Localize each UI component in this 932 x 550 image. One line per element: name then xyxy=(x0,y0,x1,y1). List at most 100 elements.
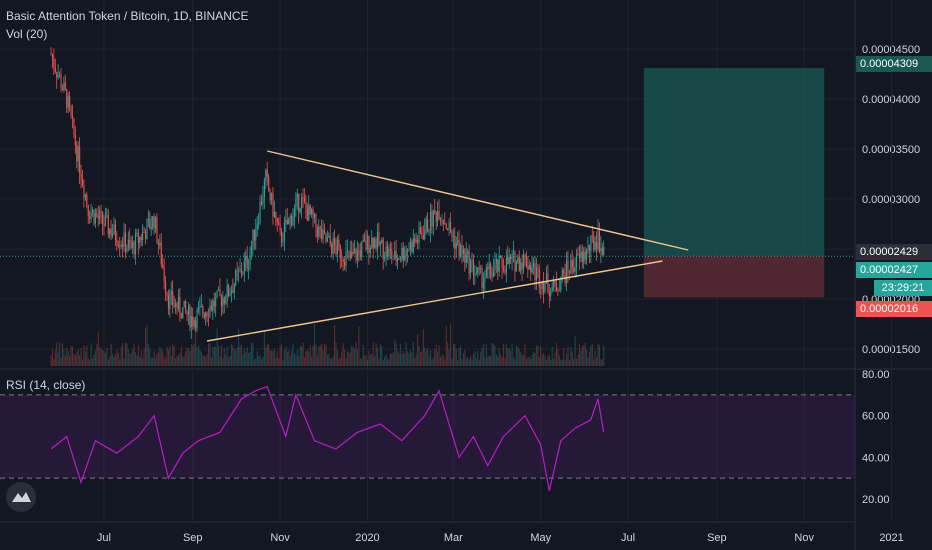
volume-bar xyxy=(407,351,409,366)
candle-body xyxy=(103,223,105,227)
volume-bar xyxy=(124,342,127,366)
volume-bar xyxy=(173,345,175,366)
volume-bar xyxy=(591,344,593,366)
volume-bar xyxy=(50,355,52,366)
volume-bar xyxy=(186,347,188,366)
candle-body xyxy=(533,263,535,269)
candle-body xyxy=(258,222,260,224)
candle-body xyxy=(583,251,585,263)
candle-body xyxy=(246,255,248,269)
volume-bar xyxy=(578,344,580,366)
candle-body xyxy=(59,74,61,76)
candle-body xyxy=(66,89,68,109)
volume-bar xyxy=(326,355,328,366)
volume-bar xyxy=(597,344,599,366)
candle-body xyxy=(571,260,573,268)
volume-bar xyxy=(498,348,500,366)
volume-bar xyxy=(232,345,234,366)
candle-body xyxy=(229,294,231,297)
volume-bar xyxy=(229,355,231,366)
candle-body xyxy=(432,210,434,227)
candle-body xyxy=(70,106,72,116)
volume-bar xyxy=(358,326,360,366)
candle-body xyxy=(431,211,433,227)
volume-bar xyxy=(293,353,296,366)
candle-body xyxy=(338,239,340,245)
candle-body xyxy=(308,205,310,221)
volume-bar xyxy=(523,354,525,366)
candle-body xyxy=(494,264,496,270)
volume-bar xyxy=(409,349,412,366)
candle-body xyxy=(206,312,208,316)
volume-bar xyxy=(478,359,480,366)
volume-bar xyxy=(339,357,341,366)
candle-body xyxy=(215,297,217,307)
volume-bar xyxy=(301,346,303,366)
volume-bar xyxy=(477,350,479,366)
candle-body xyxy=(213,300,215,307)
candle-body xyxy=(199,306,201,308)
candle-body xyxy=(521,262,523,269)
volume-bar xyxy=(553,358,555,366)
volume-bar xyxy=(292,344,294,366)
candle-body xyxy=(232,290,234,293)
candle-body xyxy=(109,228,111,235)
candle-body xyxy=(133,241,135,255)
candle-body xyxy=(478,267,480,269)
candle-body xyxy=(132,241,134,248)
volume-bar xyxy=(587,357,589,366)
volume-bar xyxy=(544,356,546,366)
volume-bar xyxy=(342,343,344,366)
volume-bar xyxy=(74,355,76,366)
tradingview-logo[interactable] xyxy=(6,482,36,512)
volume-bar xyxy=(203,355,205,366)
candle-body xyxy=(240,269,243,275)
candle-body xyxy=(260,201,263,205)
volume-bar xyxy=(500,354,502,366)
chart-title: Basic Attention Token / Bitcoin, 1D, BIN… xyxy=(6,9,249,23)
candle-body xyxy=(139,236,141,243)
candle-body xyxy=(504,270,506,273)
volume-bar xyxy=(93,354,95,366)
volume-bar xyxy=(567,347,569,366)
candle-body xyxy=(200,306,202,307)
volume-bar xyxy=(235,350,237,366)
candle-body xyxy=(398,258,400,260)
candle-body xyxy=(197,307,200,310)
candle-body xyxy=(468,251,470,274)
volume-bar xyxy=(448,349,450,366)
candle-body xyxy=(454,235,456,249)
volume-bar xyxy=(183,355,185,366)
candle-body xyxy=(384,257,386,259)
volume-bar xyxy=(288,349,290,366)
volume-bar xyxy=(338,358,340,366)
volume-bar xyxy=(554,352,556,366)
candle-body xyxy=(253,229,255,241)
candle-body xyxy=(535,267,538,280)
candle-body xyxy=(102,211,104,224)
volume-bar xyxy=(86,345,88,366)
candle-body xyxy=(216,290,218,298)
candle-body xyxy=(339,244,341,259)
candle-body xyxy=(358,250,360,251)
candle-body xyxy=(129,239,131,244)
candle-body xyxy=(156,217,158,243)
volume-bar xyxy=(152,357,154,366)
volume-bar xyxy=(576,358,578,366)
volume-bar xyxy=(381,345,383,366)
volume-bar xyxy=(547,355,549,366)
candle-body xyxy=(163,267,165,282)
volume-bar xyxy=(354,348,356,366)
volume-bar xyxy=(289,355,291,366)
rsi-band-fill xyxy=(0,394,855,479)
candle-body xyxy=(368,235,370,253)
volume-bar xyxy=(120,346,122,366)
volume-bar xyxy=(262,356,264,366)
volume-bar xyxy=(323,343,326,366)
candle-body xyxy=(190,316,192,328)
volume-bar xyxy=(177,355,180,366)
volume-bar xyxy=(238,328,240,366)
volume-bar xyxy=(207,342,210,366)
candle-body xyxy=(83,185,85,198)
